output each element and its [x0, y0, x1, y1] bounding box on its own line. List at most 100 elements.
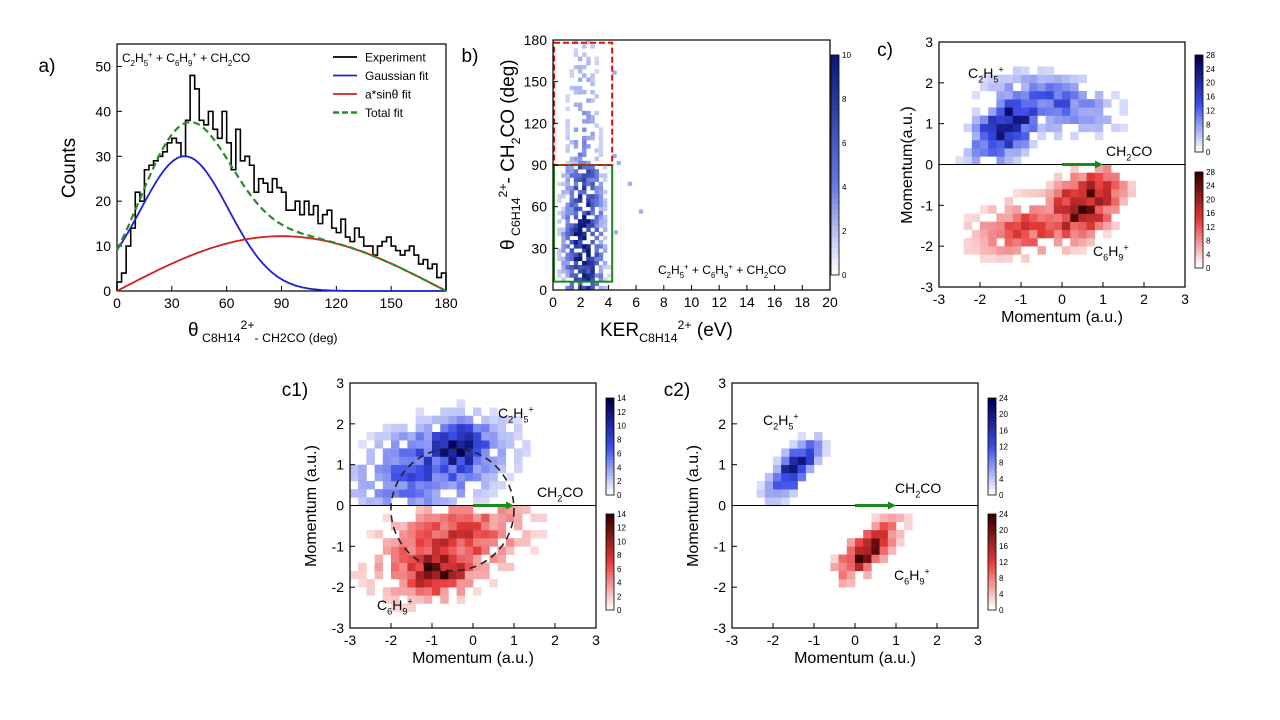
heatmap-cell-blue	[473, 432, 482, 441]
heatmap-cell-blue	[988, 131, 997, 141]
heatmap-cell-red	[497, 562, 507, 572]
colorbar-segment	[988, 433, 996, 438]
y-tick-label: 1	[718, 457, 726, 473]
heatmap-cell-blue	[980, 82, 989, 92]
heatmap-cell-red	[473, 513, 482, 523]
heatmap-cell-red	[830, 554, 839, 563]
heatmap-cell	[561, 244, 566, 249]
heatmap-cell-red	[522, 530, 531, 539]
colorbar-segment	[1195, 210, 1203, 215]
colorbar-segment	[1195, 200, 1203, 205]
x-tick-label: -2	[767, 632, 780, 648]
heatmap-cell-blue	[1037, 99, 1046, 108]
colorbar-segment	[1195, 84, 1203, 88]
heatmap-cell-red	[415, 554, 425, 563]
heatmap-cell-blue	[366, 481, 375, 490]
colorbar-segment	[606, 404, 614, 409]
heatmap-cell-blue	[391, 440, 400, 449]
heatmap-cell-blue	[1004, 107, 1014, 116]
heatmap-cell-blue	[996, 99, 1005, 108]
heatmap-cell-red	[440, 562, 449, 572]
heatmap-cell-blue	[514, 415, 523, 425]
heatmap-cell-red	[407, 587, 416, 596]
colorbar-segment	[988, 568, 996, 573]
panel-label: c2)	[664, 380, 690, 401]
colorbar-segment	[988, 514, 996, 518]
colorbar-segment	[988, 555, 996, 560]
heatmap-cell-blue	[781, 497, 790, 506]
heatmap-cell-blue	[432, 415, 441, 425]
heatmap-cell-red	[415, 546, 425, 555]
heatmap-cell	[569, 281, 575, 287]
heatmap-cell	[598, 127, 604, 132]
heatmap-cell-red	[988, 205, 997, 214]
heatmap-cell-blue	[789, 489, 798, 498]
heatmap-cell-red	[448, 546, 457, 555]
colorbar-segment	[1195, 242, 1203, 247]
colorbar-segment	[988, 420, 996, 425]
colorbar-segment	[606, 574, 614, 579]
heatmap-cell-red	[1127, 189, 1137, 198]
heatmap-cell-red	[871, 554, 880, 563]
heatmap-cell	[561, 235, 566, 241]
colorbar-segment	[606, 433, 614, 438]
heatmap-cell-red	[440, 570, 449, 580]
y-tick-label: -2	[332, 579, 345, 595]
heatmap-cell-blue	[464, 472, 474, 482]
heatmap-cell-blue	[1012, 123, 1022, 133]
heatmap-cell	[594, 219, 600, 224]
colorbar-segment	[988, 590, 996, 595]
colorbar-segment	[988, 597, 996, 601]
heatmap-cell-red	[374, 570, 384, 580]
colorbar-segment	[606, 555, 614, 560]
heatmap-cell	[573, 85, 579, 91]
heatmap-cell	[582, 173, 587, 178]
colorbar-segment	[988, 523, 996, 528]
heatmap-cell-blue	[423, 415, 433, 425]
heatmap-cell-blue	[514, 464, 523, 474]
heatmap-cell	[577, 252, 583, 257]
heatmap-cell-red	[980, 229, 989, 239]
heatmap-cell	[565, 127, 570, 132]
heatmap-cell	[557, 227, 562, 232]
colorbar-segment	[831, 82, 839, 89]
heatmap-cell	[569, 223, 575, 228]
heatmap-cell	[577, 281, 583, 287]
heatmap-cell-blue	[988, 107, 997, 116]
heatmap-cell-red	[366, 587, 375, 596]
colorbar-segment	[606, 523, 614, 528]
heatmap-cell-red	[481, 521, 490, 531]
heatmap-cell-blue	[473, 497, 482, 506]
heatmap-cell-red	[407, 562, 416, 572]
heatmap-cell	[598, 202, 604, 207]
heatmap-cell	[598, 285, 604, 291]
heatmap-cell-red	[440, 587, 449, 596]
heatmap-cell-red	[871, 513, 880, 523]
colorbar-segment	[1195, 175, 1203, 179]
panel-label: c)	[877, 40, 893, 61]
heatmap-cell	[561, 215, 566, 220]
heatmap-cell-red	[963, 221, 973, 231]
heatmap-cell-red	[1094, 172, 1104, 182]
heatmap-cell-red	[407, 579, 416, 588]
heatmap-cell	[582, 190, 587, 195]
heatmap-cell	[602, 265, 608, 270]
colorbar-segment	[831, 132, 839, 138]
heatmap-cell	[590, 256, 595, 262]
heatmap-cell-blue	[756, 489, 766, 498]
heatmap-cell	[590, 173, 595, 178]
colorbar-segment	[606, 587, 614, 592]
colorbar-segment	[606, 581, 614, 585]
heatmap-cell-red	[1037, 221, 1046, 231]
heatmap-cell-blue	[1037, 82, 1046, 92]
x-axis-label: KERC8H142+ (eV)	[600, 318, 733, 345]
colorbar-segment	[606, 571, 614, 576]
x-tick-label: 6	[632, 294, 640, 310]
heatmap-cell-red	[1070, 189, 1079, 198]
heatmap-cell	[561, 227, 566, 232]
y-tick-label: -1	[921, 197, 934, 213]
colorbar-segment	[988, 475, 996, 480]
heatmap-cell-red	[423, 554, 433, 563]
heatmap-cell-red	[1070, 180, 1079, 190]
colorbar-segment	[1195, 77, 1203, 82]
